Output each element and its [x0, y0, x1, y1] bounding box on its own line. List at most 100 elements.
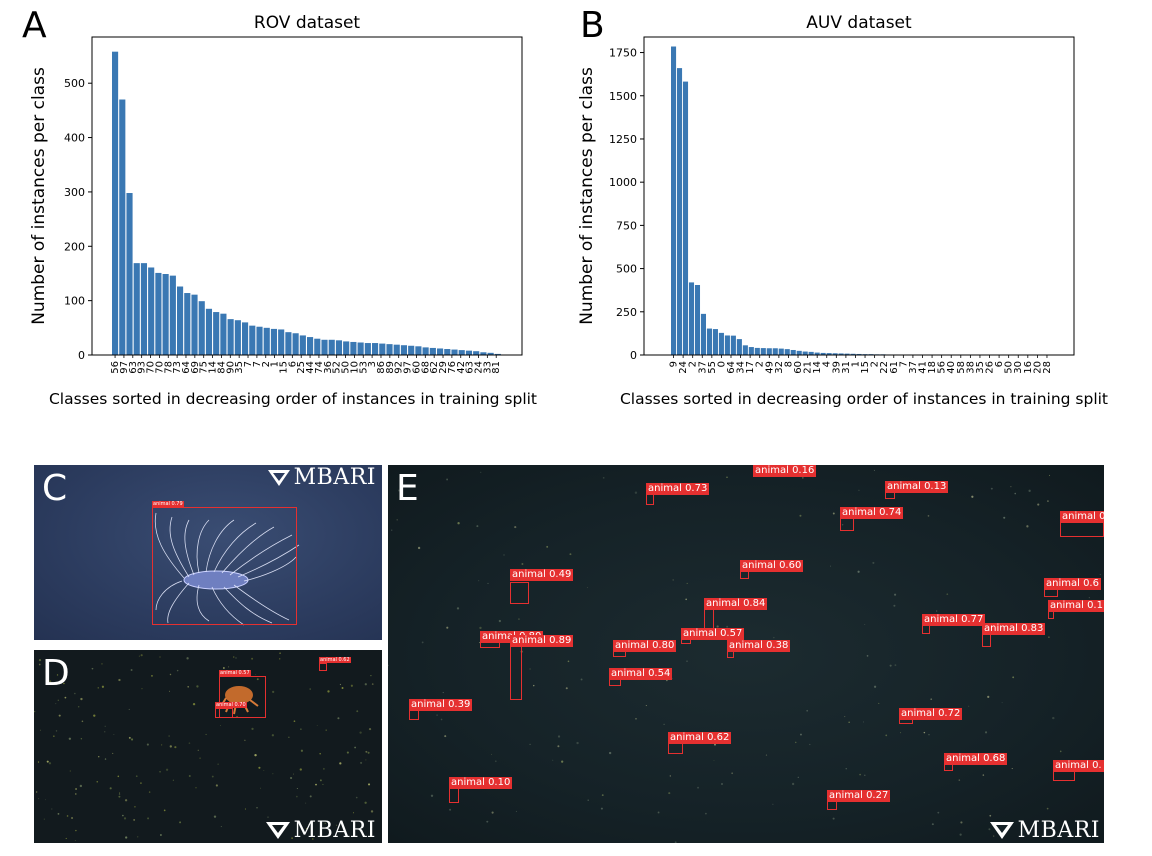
particle [350, 684, 353, 687]
particle [990, 487, 993, 490]
particle [421, 641, 424, 644]
particle [1003, 516, 1006, 519]
bar [802, 351, 808, 355]
photo-squid: animal 0.57 animal 0.70 animal 0.62 MBAR… [34, 650, 382, 843]
particle [244, 739, 246, 741]
particle [118, 793, 121, 795]
particle [885, 734, 888, 737]
x-tick-label: 9 [669, 361, 680, 367]
x-tick-label: 58 [956, 361, 967, 374]
particle [444, 735, 447, 738]
particle [188, 742, 191, 744]
particle [446, 478, 449, 481]
particle [168, 735, 170, 737]
particle [1047, 500, 1049, 502]
x-tick-label: 15 [278, 361, 289, 374]
particle [63, 682, 65, 685]
bar [386, 344, 393, 355]
particle [93, 714, 96, 717]
particle [159, 656, 161, 658]
particle [308, 823, 310, 826]
bar [408, 345, 415, 355]
particle [1001, 702, 1003, 704]
bar [299, 335, 306, 355]
particle [859, 773, 861, 776]
detection-box [510, 582, 529, 604]
bar [838, 353, 844, 355]
particle [576, 741, 579, 745]
y-tick-label: 250 [616, 306, 637, 319]
particle [66, 815, 69, 817]
particle [64, 696, 67, 699]
x-tick-label: 81 [491, 361, 502, 374]
particle [311, 838, 314, 840]
bar [814, 352, 820, 355]
particle [714, 743, 716, 746]
particle-field [388, 469, 1101, 843]
particle [215, 784, 218, 787]
particle [43, 818, 45, 820]
x-tick-label: 3 [367, 361, 378, 367]
particle [959, 833, 962, 836]
particle [356, 710, 359, 713]
particle [186, 657, 189, 660]
squid-illustration [219, 686, 259, 715]
bar [724, 335, 730, 355]
detection-label: animal 0.57 [219, 670, 251, 676]
x-tick-label: 92 [394, 361, 405, 374]
particle [319, 779, 322, 782]
particle [569, 553, 572, 556]
particle [587, 799, 589, 802]
bar [748, 347, 754, 355]
particle [53, 735, 55, 737]
particle [91, 667, 94, 670]
x-tick-label: 22 [879, 361, 890, 374]
particle [300, 728, 302, 730]
bar [790, 349, 796, 355]
particle [104, 725, 106, 727]
particle [685, 598, 687, 601]
x-tick-label: 56 [110, 361, 121, 374]
particle [931, 823, 934, 826]
particle [151, 674, 153, 677]
bar [796, 350, 802, 355]
particle [254, 753, 257, 757]
bar [850, 353, 856, 355]
particle [135, 775, 138, 777]
particle [272, 773, 274, 775]
particle [456, 607, 460, 610]
bar [263, 327, 270, 355]
particle [309, 795, 312, 798]
x-tick-label: 86 [376, 361, 387, 374]
particle [49, 680, 52, 683]
particle [487, 582, 489, 584]
particle [716, 625, 719, 628]
x-tick-label: 70 [146, 361, 157, 374]
particle [365, 759, 367, 761]
y-tick-label: 0 [630, 349, 637, 362]
particle [442, 691, 444, 694]
bar [415, 346, 422, 355]
particle [480, 471, 482, 473]
bar [126, 193, 133, 355]
particle [45, 671, 47, 673]
particle [1012, 676, 1015, 679]
particle [137, 836, 139, 838]
particle [988, 828, 991, 831]
particle [672, 579, 674, 581]
x-tick-label: 60 [793, 361, 804, 374]
bar [718, 332, 724, 355]
particle [491, 753, 492, 755]
particle [290, 776, 293, 780]
particle [866, 655, 869, 657]
detection-label: animal 0.79 [152, 501, 184, 507]
particle [367, 783, 371, 786]
x-tick-label: 97 [403, 361, 414, 374]
bar [350, 341, 357, 355]
bar [826, 353, 832, 355]
panel-label-d: D [42, 653, 70, 694]
particle [138, 655, 140, 657]
particle [255, 674, 257, 675]
mbari-logo: MBARI [265, 818, 376, 843]
particle [388, 664, 389, 667]
